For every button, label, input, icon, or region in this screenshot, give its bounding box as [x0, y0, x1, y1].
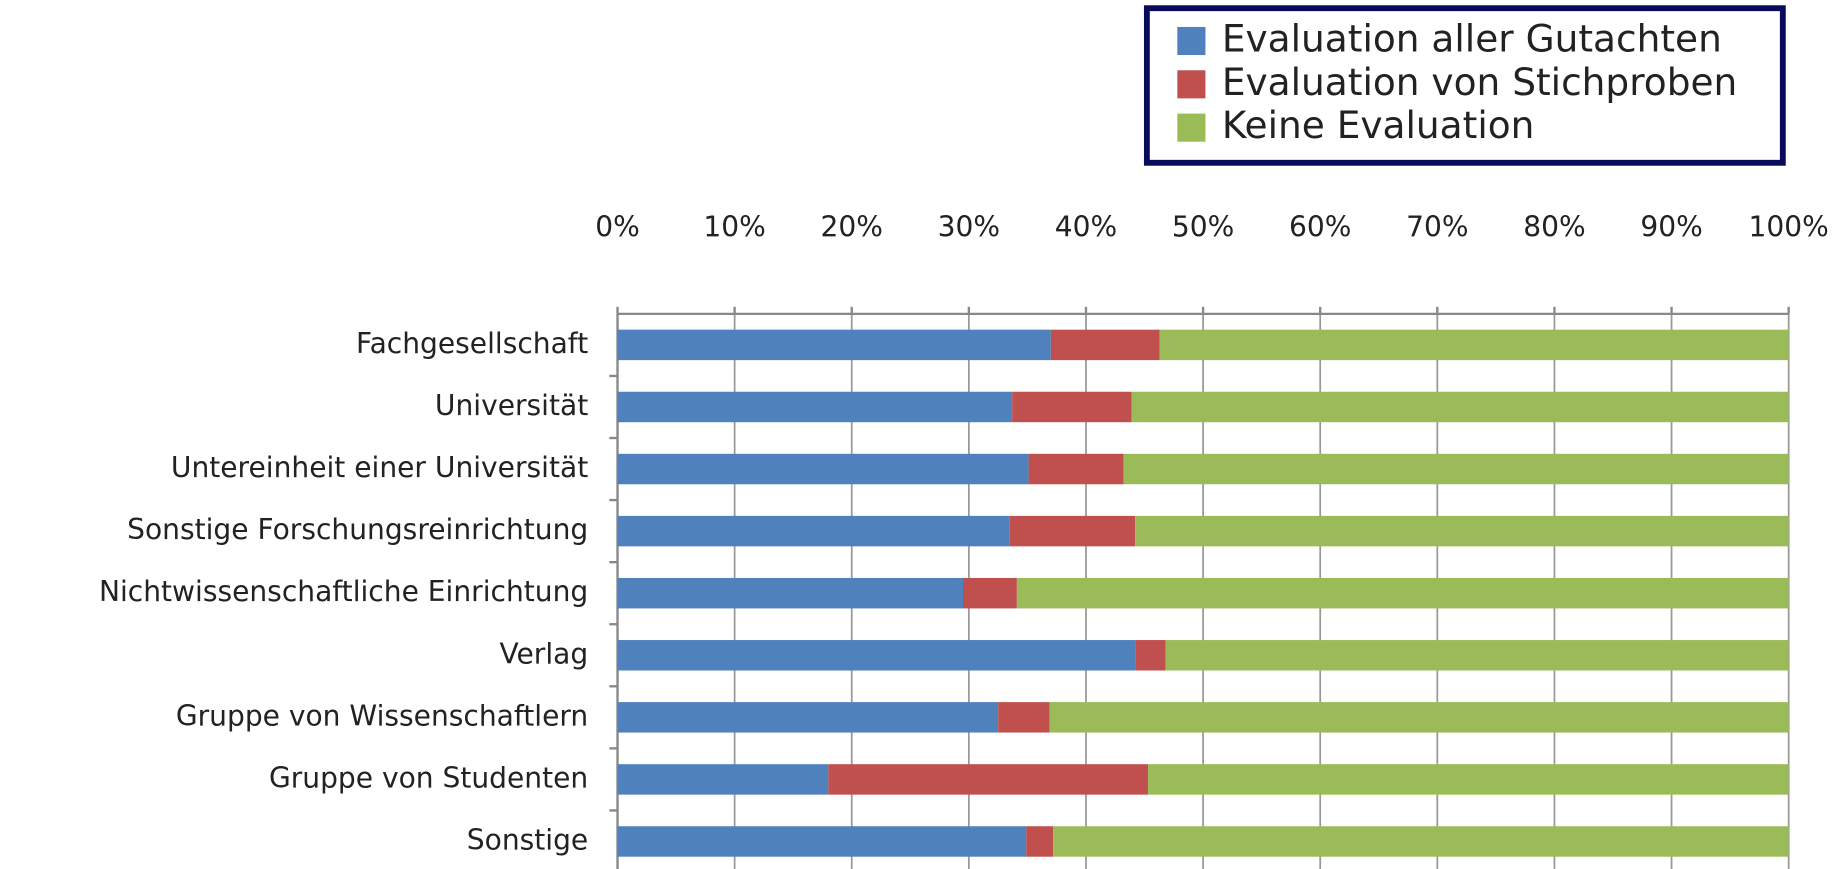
legend-swatch — [1177, 70, 1206, 99]
y-tick-label: Gruppe von Studenten — [269, 761, 588, 794]
x-tick-label: 0% — [595, 210, 640, 243]
bar-segment — [1135, 515, 1789, 547]
x-tick-label: 50% — [1172, 210, 1234, 243]
bar-segment — [1165, 640, 1789, 671]
legend-box — [1143, 5, 1786, 166]
legend-swatch — [1177, 113, 1206, 142]
legend-swatch — [1177, 26, 1206, 56]
y-tick-label: Nichtwissenschaftliche Einrichtung — [99, 575, 588, 608]
y-tick-label: Untereinheit einer Universität — [171, 451, 588, 484]
bar-segment — [1131, 391, 1789, 423]
x-tick-label: 60% — [1289, 210, 1351, 243]
bar-segment — [1016, 577, 1789, 609]
bar-segment — [1026, 826, 1054, 857]
y-tick-label: Universität — [435, 389, 588, 422]
x-tick-label: 70% — [1406, 210, 1468, 243]
x-tick-label: 80% — [1523, 210, 1585, 243]
bar-segment — [617, 329, 1051, 361]
bar-segment — [1053, 826, 1789, 857]
x-tick-label: 20% — [821, 210, 883, 243]
x-tick-label: 40% — [1055, 210, 1117, 243]
bar-segment — [617, 640, 1136, 671]
legend-label: Evaluation von Stichproben — [1222, 60, 1737, 104]
bar-segment — [617, 826, 1027, 857]
bar-segment — [617, 702, 999, 733]
bar-segment — [617, 453, 1029, 485]
x-tick-label: 100% — [1749, 210, 1829, 243]
bar-segment — [963, 577, 1017, 609]
bar-segment — [1135, 640, 1166, 671]
bar-segment — [1012, 391, 1132, 423]
bar-segment — [617, 577, 964, 609]
legend-label: Keine Evaluation — [1222, 103, 1535, 147]
bar-segment — [617, 515, 1010, 547]
bar-segment — [617, 391, 1013, 423]
legend-label: Evaluation aller Gutachten — [1222, 16, 1722, 60]
x-tick-label: 90% — [1640, 210, 1702, 243]
y-tick-label: Sonstige — [467, 823, 588, 856]
bar-segment — [1123, 453, 1789, 485]
bar-segment — [998, 702, 1050, 733]
bar-segment — [617, 764, 829, 795]
y-tick-label: Gruppe von Wissenschaftlern — [176, 699, 588, 732]
bar-segment — [1009, 515, 1136, 547]
y-tick-label: Fachgesellschaft — [356, 327, 588, 360]
bar-segment — [1028, 453, 1124, 485]
bar-segment — [1049, 702, 1789, 733]
y-tick-label: Verlag — [499, 637, 588, 670]
y-tick-label: Sonstige Forschungsreinrichtung — [127, 513, 588, 546]
bar-segment — [828, 764, 1149, 795]
bar-segment — [1050, 329, 1160, 361]
x-tick-label: 30% — [938, 210, 1000, 243]
x-tick-label: 10% — [703, 210, 765, 243]
bar-segment — [1148, 764, 1789, 795]
bar-segment — [1159, 329, 1789, 361]
